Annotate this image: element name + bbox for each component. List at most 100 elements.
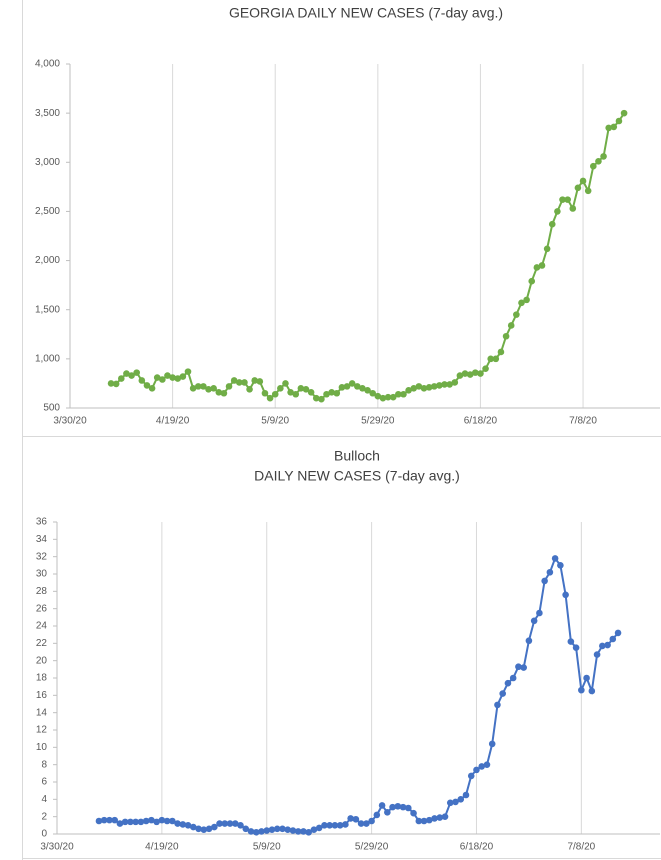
y-tick-label: 26 [36, 603, 48, 614]
data-point [536, 609, 543, 617]
data-point [300, 828, 307, 835]
data-point [431, 815, 438, 822]
data-point [509, 674, 517, 682]
data-point [342, 821, 349, 828]
data-point [184, 368, 192, 375]
data-point [389, 803, 396, 811]
y-tick-label: 500 [43, 403, 60, 414]
data-point [148, 816, 155, 824]
y-tick-label: 20 [36, 655, 48, 666]
x-tick-label: 7/8/20 [569, 416, 597, 427]
data-point [231, 820, 239, 827]
data-point [107, 380, 115, 387]
x-tick-label: 5/9/20 [253, 842, 281, 853]
data-point [263, 827, 271, 834]
data-point [379, 394, 387, 402]
data-point [446, 799, 454, 807]
data-point [294, 828, 302, 835]
data-point [430, 383, 438, 390]
data-point [163, 817, 171, 825]
y-tick-label: 2,500 [35, 206, 60, 217]
data-point [564, 196, 571, 203]
data-point [528, 277, 536, 285]
y-tick-label: 6 [41, 777, 47, 788]
y-tick-label: 16 [36, 690, 48, 701]
data-point [273, 825, 281, 833]
data-point [236, 379, 243, 386]
data-point [554, 208, 561, 215]
data-point [148, 385, 156, 392]
data-point [354, 383, 361, 390]
data-point [492, 355, 500, 363]
y-tick-label: 3,500 [35, 108, 60, 119]
y-tick-label: 28 [36, 586, 48, 597]
y-tick-label: 14 [36, 707, 48, 718]
data-point [359, 385, 366, 392]
data-point [457, 796, 465, 803]
data-point [595, 158, 602, 165]
data-point [153, 818, 160, 826]
y-tick-label: 36 [36, 517, 48, 528]
data-point [533, 264, 541, 271]
data-point [133, 369, 140, 376]
data-point [384, 393, 392, 401]
data-point [405, 387, 412, 394]
data-point [95, 817, 103, 825]
x-tick-label: 3/30/20 [53, 416, 87, 427]
data-point [572, 644, 580, 651]
data-point [261, 389, 269, 397]
data-point [302, 386, 310, 393]
data-point [225, 383, 233, 390]
data-point [494, 701, 501, 709]
data-point [400, 390, 407, 398]
data-point [318, 395, 325, 403]
data-point [488, 740, 496, 748]
data-point [297, 385, 305, 392]
data-point [347, 815, 354, 822]
data-point [256, 378, 264, 385]
data-point [189, 385, 197, 392]
y-tick-label: 4 [41, 794, 47, 805]
data-point [578, 686, 585, 694]
data-point [456, 372, 464, 379]
data-point [593, 651, 601, 658]
data-point [194, 383, 202, 390]
data-point [446, 381, 453, 388]
data-point [557, 562, 564, 569]
data-point [138, 377, 146, 384]
data-point [215, 388, 223, 396]
x-tick-label: 4/19/20 [156, 416, 190, 427]
data-point [395, 390, 402, 398]
data-point [312, 394, 320, 402]
data-point [242, 825, 250, 833]
data-point [279, 825, 286, 833]
data-point [615, 117, 623, 125]
data-point [289, 827, 297, 834]
data-point [241, 379, 248, 386]
data-point [590, 162, 597, 170]
data-point [515, 663, 522, 671]
data-point [237, 822, 244, 829]
data-point [307, 388, 315, 396]
y-tick-label: 2 [41, 811, 47, 822]
data-point [551, 555, 559, 562]
data-point [389, 393, 397, 401]
y-tick-label: 22 [36, 638, 48, 649]
data-point [169, 374, 176, 381]
data-point [478, 763, 486, 770]
data-point [169, 817, 176, 825]
data-point [574, 184, 582, 192]
data-point [268, 826, 276, 833]
data-point [502, 332, 510, 340]
data-point [369, 389, 376, 397]
data-point [541, 577, 548, 585]
data-point [221, 820, 229, 827]
data-point [600, 153, 607, 160]
data-point [518, 299, 525, 307]
data-point [614, 629, 622, 637]
series-line [110, 112, 625, 401]
chart-title: GEORGIA DAILY NEW CASES (7-day avg.) [229, 5, 503, 21]
data-point [507, 322, 515, 329]
data-point [200, 383, 207, 390]
data-point [364, 387, 371, 394]
